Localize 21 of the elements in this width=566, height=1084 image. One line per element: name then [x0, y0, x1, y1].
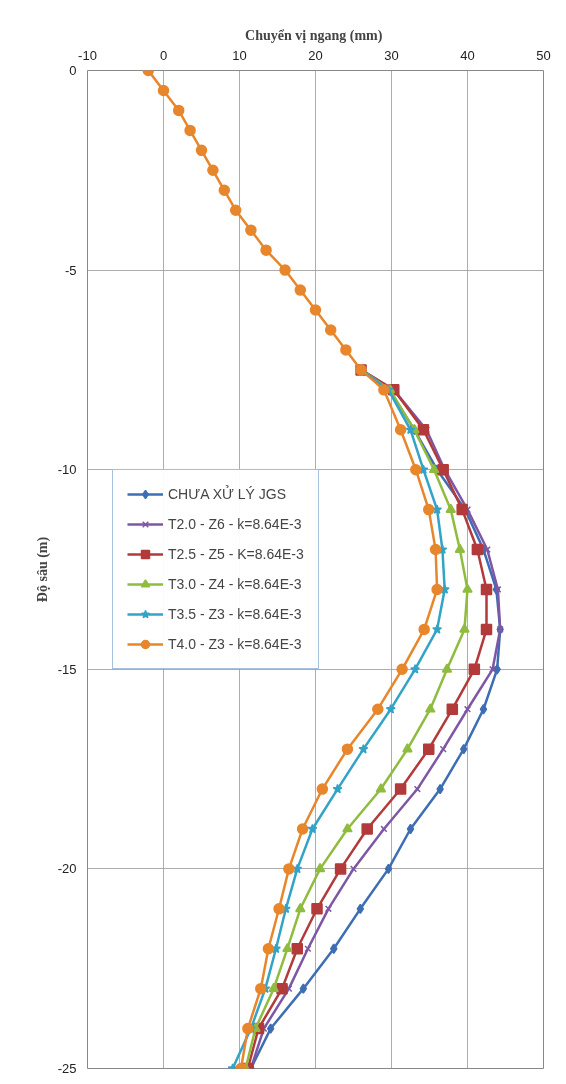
- x-tick-label: 20: [308, 47, 323, 63]
- y-tick-label: -5: [64, 262, 77, 278]
- legend-label: T2.0 - Z6 - k=8.64E-3: [168, 516, 302, 532]
- x-tick-label: 10: [232, 47, 247, 63]
- x-axis-title: Chuyển vị ngang (mm): [245, 27, 383, 44]
- y-tick-label: -25: [57, 1061, 77, 1076]
- x-tick-label: 40: [460, 47, 475, 63]
- y-tick-label: 0: [69, 63, 77, 78]
- legend-label: T2.5 - Z5 - K=8.64E-3: [168, 546, 304, 562]
- y-tick-label: -15: [57, 661, 77, 677]
- x-tick-label: -10: [78, 47, 97, 63]
- y-tick-label: -10: [57, 462, 77, 478]
- legend-label: T3.5 - Z3 - k=8.64E-3: [168, 606, 302, 622]
- x-tick-label: 0: [159, 47, 168, 63]
- x-tick-label: 50: [536, 47, 551, 63]
- legend-label: T3.0 - Z4 - k=8.64E-3: [168, 576, 302, 592]
- y-tick-label: -20: [57, 861, 77, 877]
- x-tick-label: 30: [384, 47, 399, 63]
- legend-label: CHƯA XỬ LÝ JGS: [168, 486, 287, 502]
- legend-label: T4.0 - Z3 - k=8.64E-3: [168, 636, 302, 652]
- y-axis-title: Độ sâu (m): [34, 536, 51, 603]
